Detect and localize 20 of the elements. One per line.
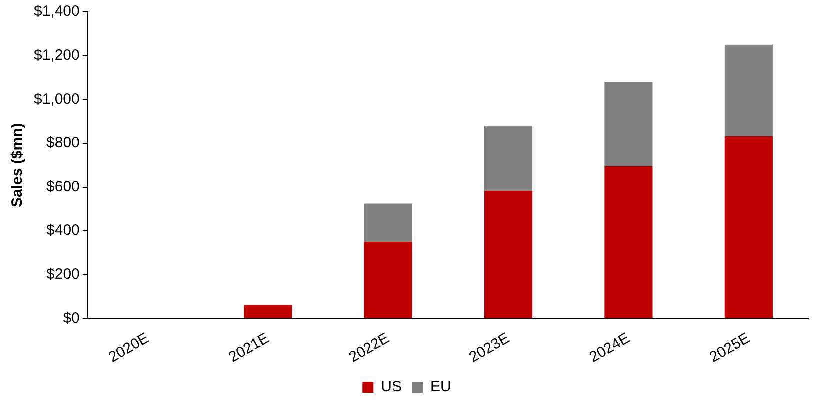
y-tick-label: $800 [46, 134, 80, 152]
y-tick-label: $1,000 [34, 90, 80, 108]
bar [364, 204, 412, 242]
y-axis-title: Sales ($mn) [9, 123, 26, 208]
legend-label: EU [430, 378, 452, 396]
y-tick-label: $400 [46, 222, 80, 240]
bar [604, 166, 653, 318]
y-tick-label: $200 [46, 266, 80, 284]
legend-label: US [381, 378, 402, 396]
bar [484, 126, 533, 191]
y-tick-label: $600 [46, 178, 80, 196]
bar [724, 44, 773, 136]
bar [364, 242, 412, 318]
bar [724, 136, 773, 318]
y-tick-label: $1,400 [34, 3, 80, 20]
bar [484, 190, 533, 318]
bar [244, 305, 292, 318]
bar [604, 82, 653, 166]
y-tick-label: $0 [63, 310, 80, 327]
y-tick-label: $1,200 [34, 46, 80, 64]
